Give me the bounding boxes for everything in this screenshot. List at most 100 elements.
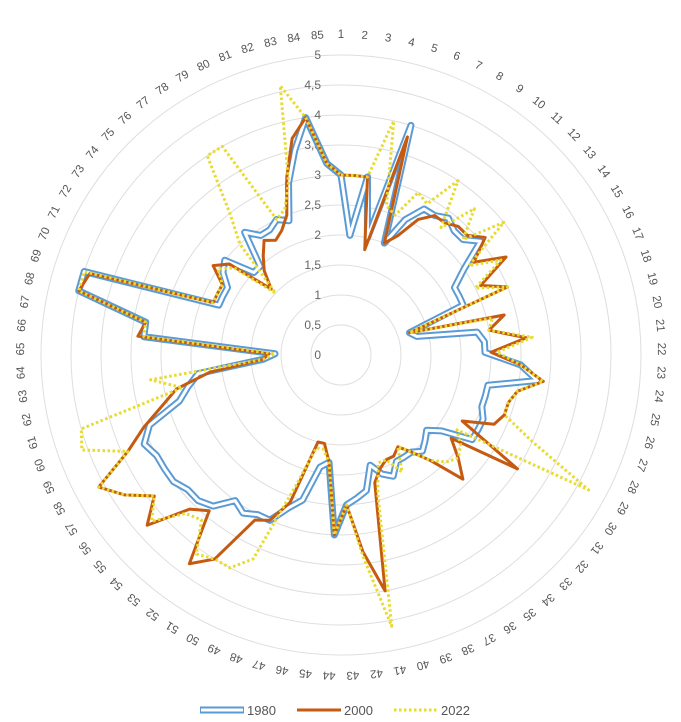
- category-label: 54: [108, 574, 126, 592]
- category-label: 51: [164, 619, 181, 636]
- category-label: 85: [311, 29, 325, 42]
- category-label: 65: [15, 343, 27, 356]
- category-label: 57: [64, 520, 81, 537]
- grid-ring: [310, 324, 372, 386]
- grid-ring: [70, 84, 612, 626]
- category-label: 21: [653, 319, 666, 333]
- category-label: 68: [23, 271, 38, 286]
- radial-tick-labels: 00,511,522,533,544,55: [304, 48, 321, 362]
- radar-gridlines: [40, 54, 642, 656]
- category-label: 47: [251, 657, 266, 672]
- category-label: 27: [634, 457, 650, 473]
- legend-label-1980: 1980: [247, 703, 276, 718]
- category-label: 42: [369, 666, 383, 679]
- category-label: 59: [41, 479, 57, 496]
- category-label: 55: [92, 557, 109, 575]
- category-label: 37: [480, 630, 497, 647]
- radial-tick-label: 1,5: [304, 258, 321, 272]
- category-label: 53: [126, 591, 144, 608]
- category-label: 31: [588, 539, 605, 556]
- category-label: 3: [384, 32, 392, 45]
- category-label: 43: [346, 669, 359, 681]
- category-label: 73: [70, 163, 87, 180]
- category-label: 45: [299, 666, 313, 679]
- category-label: 19: [644, 271, 659, 286]
- category-label: 60: [33, 457, 49, 473]
- category-label: 41: [392, 662, 407, 676]
- category-label: 78: [154, 81, 171, 98]
- category-label: 8: [494, 70, 506, 84]
- category-label: 18: [638, 248, 653, 264]
- category-label: 49: [206, 641, 222, 657]
- category-label: 17: [629, 226, 645, 242]
- category-label: 26: [641, 435, 656, 451]
- category-label: 7: [473, 59, 484, 73]
- category-label: 2: [361, 30, 368, 42]
- category-label: 38: [459, 641, 475, 657]
- radial-tick-label: 2: [314, 228, 321, 242]
- radial-tick-label: 5: [314, 48, 321, 62]
- category-label: 76: [117, 110, 135, 127]
- category-label: 10: [530, 95, 547, 112]
- category-label: 63: [17, 389, 31, 403]
- category-label: 69: [29, 248, 44, 264]
- legend-label-2022: 2022: [441, 703, 470, 718]
- radial-tick-label: 0: [314, 348, 321, 362]
- category-label: 5: [429, 42, 439, 55]
- category-label: 70: [37, 226, 53, 242]
- category-label: 83: [263, 36, 278, 51]
- category-label: 64: [15, 365, 28, 379]
- category-label: 66: [16, 319, 29, 333]
- category-label: 15: [608, 183, 625, 200]
- category-label: 40: [415, 657, 430, 672]
- grid-ring: [280, 294, 402, 416]
- grid-ring: [220, 234, 462, 476]
- category-label: 22: [655, 343, 667, 356]
- category-label: 80: [195, 58, 212, 74]
- radial-tick-label: 0,5: [304, 318, 321, 332]
- category-label: 77: [135, 95, 152, 112]
- category-label: 82: [240, 41, 256, 56]
- series-lines: [75, 84, 591, 628]
- category-label: 29: [614, 500, 631, 517]
- category-label: 6: [451, 50, 461, 64]
- category-label: 72: [57, 183, 74, 200]
- grid-ring: [40, 54, 642, 656]
- category-label: 81: [217, 49, 233, 65]
- category-label: 4: [407, 36, 416, 49]
- category-label: 24: [651, 389, 665, 404]
- category-label: 23: [654, 366, 667, 379]
- category-label: 67: [18, 295, 32, 310]
- category-label: 34: [538, 591, 556, 609]
- radial-tick-label: 4: [314, 108, 321, 122]
- legend-label-2000: 2000: [344, 703, 373, 718]
- grid-ring: [190, 204, 492, 506]
- category-label: 20: [650, 295, 664, 310]
- category-label: 9: [513, 83, 525, 97]
- category-label: 13: [580, 144, 597, 162]
- category-label: 84: [287, 32, 302, 46]
- grid-ring: [250, 264, 432, 446]
- category-label: 48: [229, 650, 245, 666]
- category-label: 58: [52, 500, 69, 517]
- category-label: 52: [144, 605, 161, 622]
- category-label: 71: [46, 204, 62, 221]
- category-label: 39: [437, 650, 453, 666]
- radial-tick-label: 2,5: [304, 198, 321, 212]
- category-label: 62: [20, 412, 34, 427]
- category-label: 1: [338, 29, 344, 41]
- category-label: 44: [322, 668, 336, 680]
- category-label: 74: [84, 144, 102, 162]
- category-labels: 1 2 3 4 567891011121314151617181920212223242…: [15, 29, 667, 681]
- grid-ring: [100, 114, 582, 596]
- category-label: 33: [556, 575, 574, 593]
- category-label: 12: [565, 126, 583, 144]
- radial-tick-label: 1: [314, 288, 321, 302]
- category-label: 32: [573, 557, 590, 575]
- category-label: 11: [548, 110, 565, 127]
- radial-tick-label: 3: [314, 168, 321, 182]
- category-label: 79: [174, 69, 191, 86]
- category-label: 30: [601, 520, 618, 537]
- category-label: 28: [624, 479, 640, 496]
